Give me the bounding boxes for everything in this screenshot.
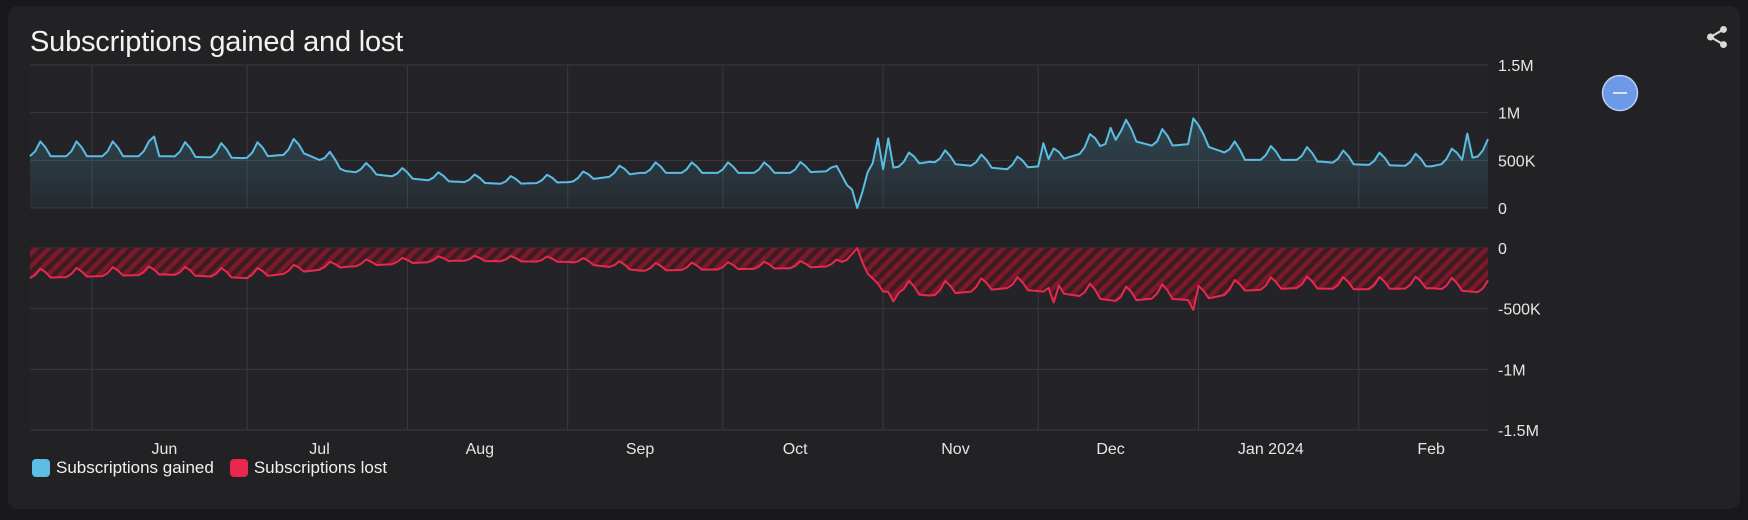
series-line-lost xyxy=(29,247,1489,311)
x-tick-label: Sep xyxy=(626,441,655,458)
series-line-gained xyxy=(29,117,1489,209)
legend-label-lost: Subscriptions lost xyxy=(253,458,388,477)
zoom-out-button[interactable] xyxy=(1601,74,1639,112)
chart-svg: 1.5M 1M 500K 0 0 -500K -1M -1.5M Jun Jul Aug Sep Oct… xyxy=(29,58,1639,458)
legend: Subscriptions gained Subscriptions lost xyxy=(32,458,387,478)
chart-card: Subscriptions gained and lost 1.5M 1M 500K… xyxy=(8,6,1740,509)
y-tick-label: 0 xyxy=(1498,241,1507,258)
legend-swatch-lost xyxy=(229,459,248,477)
x-tick-label: Jun xyxy=(152,441,178,458)
y-tick-label: -500K xyxy=(1498,302,1541,319)
legend-item-lost[interactable]: Subscriptions lost xyxy=(229,458,388,478)
y-tick-label: 1M xyxy=(1498,106,1520,123)
x-tick-label: Jan 2024 xyxy=(1238,441,1304,458)
share-icon[interactable] xyxy=(1704,24,1730,50)
series-area-gained xyxy=(30,118,1488,208)
legend-swatch-gained xyxy=(32,459,50,477)
x-tick-label: Aug xyxy=(466,441,494,458)
series-area-lost xyxy=(30,248,1488,310)
y-tick-label: 0 xyxy=(1498,201,1507,218)
x-tick-label: Nov xyxy=(941,441,969,458)
legend-label-gained: Subscriptions gained xyxy=(56,458,214,477)
chart-title: Subscriptions gained and lost xyxy=(30,26,404,58)
y-tick-label: -1.5M xyxy=(1498,423,1539,440)
y-tick-label: 1.5M xyxy=(1498,58,1534,75)
x-tick-label: Dec xyxy=(1096,441,1124,458)
x-tick-label: Oct xyxy=(783,441,808,458)
y-tick-label: 500K xyxy=(1498,153,1536,170)
x-tick-label: Feb xyxy=(1417,441,1445,458)
y-tick-label: -1M xyxy=(1498,362,1526,379)
legend-item-gained[interactable]: Subscriptions gained xyxy=(32,458,214,478)
x-tick-label: Jul xyxy=(309,441,329,458)
